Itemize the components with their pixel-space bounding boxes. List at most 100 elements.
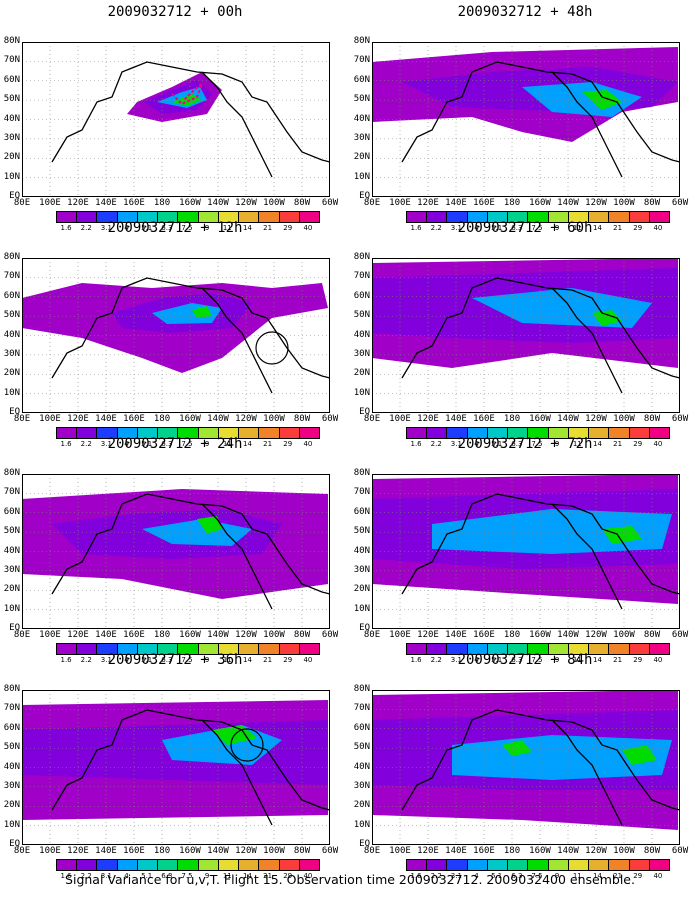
colorbar-swatch (568, 644, 590, 654)
x-tick-label: 100E (39, 198, 61, 208)
colorbar-swatch (97, 212, 118, 222)
coastline (401, 61, 680, 163)
colorbar-swatch (528, 212, 549, 222)
coastline (551, 719, 623, 826)
x-tick-label: 140W (557, 846, 579, 856)
y-tick-label: 50N (3, 94, 20, 105)
colorbar-swatch (467, 212, 488, 222)
colorbar-swatch (77, 860, 98, 870)
x-tick-label: 100E (39, 630, 61, 640)
y-tick-label: 50N (353, 310, 370, 321)
x-tick-label: 100E (389, 846, 411, 856)
colorbar-label: 4 (124, 224, 129, 232)
colorbar-label: 9 (204, 872, 210, 880)
x-tick-label: 140E (445, 630, 467, 640)
colorbar-swatch (508, 860, 529, 870)
colorbar-label: 3.1 (100, 872, 112, 880)
target-circle (255, 331, 289, 365)
y-tick-label: EQ (359, 407, 370, 417)
colorbar-swatch (158, 428, 179, 438)
x-tick-label: 60W (671, 846, 689, 856)
colorbar-swatch (609, 212, 630, 222)
coastline (551, 503, 623, 610)
colorbar-swatch (548, 212, 569, 222)
x-tick-label: 120W (585, 630, 607, 640)
x-tick-label: 140E (95, 846, 117, 856)
variance-region (192, 306, 212, 318)
x-tick-label: 140E (445, 846, 467, 856)
y-tick-label: 10N (353, 603, 370, 614)
y-tick-label: 40N (353, 761, 370, 772)
colorbar (56, 427, 320, 439)
variance-region (142, 519, 252, 546)
colorbar-swatch (629, 644, 650, 654)
colorbar-swatch (589, 860, 610, 870)
x-tick-label: 160E (123, 630, 145, 640)
colorbar-swatch (117, 428, 138, 438)
colorbar-label: 9 (204, 656, 210, 664)
colorbar-label: 9 (554, 656, 560, 664)
x-tick-label: 80E (363, 198, 381, 208)
x-tick-label: 140W (557, 198, 579, 208)
panel-title: 2009032712 + 24h (107, 436, 243, 452)
map-frame (372, 42, 680, 197)
colorbar-swatch (589, 644, 610, 654)
colorbar-swatch (137, 644, 159, 654)
y-tick-label: EQ (9, 407, 20, 417)
colorbar-label: 1.6 (60, 872, 72, 880)
y-tick-label: 30N (3, 132, 20, 143)
x-tick-label: 80W (643, 630, 661, 640)
colorbar-swatch (427, 644, 448, 654)
colorbar-swatch (487, 644, 509, 654)
colorbar-label: 14 (592, 656, 602, 664)
y-tick-label: 60N (353, 506, 370, 517)
map-84h (372, 690, 680, 845)
y-tick-label: 80N (353, 684, 370, 694)
colorbar-swatch (97, 860, 118, 870)
colorbar-label: 5.1 (141, 656, 153, 664)
colorbar-swatch (589, 212, 610, 222)
colorbar-label: 29 (283, 224, 293, 232)
coastline (201, 287, 273, 394)
x-tick-label: 100W (263, 414, 285, 424)
x-tick-label: 140E (95, 198, 117, 208)
x-tick-label: 140W (207, 198, 229, 208)
colorbar-swatch (447, 860, 468, 870)
colorbar-swatch (259, 428, 280, 438)
colorbar-swatch (178, 212, 199, 222)
colorbar-label: 11 (222, 224, 232, 232)
colorbar-swatch (57, 644, 78, 654)
colorbar-label: 3.1 (100, 440, 112, 448)
colorbar-swatch (97, 428, 118, 438)
map-72h (372, 474, 680, 629)
y-tick-label: EQ (9, 839, 20, 849)
x-tick-label: 80W (293, 414, 311, 424)
colorbar-swatch (508, 212, 529, 222)
colorbar (406, 211, 670, 223)
y-tick-label: 60N (353, 74, 370, 85)
x-tick-label: 100W (263, 630, 285, 640)
colorbar-label: 2.2 (430, 224, 442, 232)
colorbar (56, 859, 320, 871)
y-tick-label: 50N (3, 310, 20, 321)
x-tick-label: 100W (263, 846, 285, 856)
colorbar-label: 3.1 (450, 440, 462, 448)
colorbar-label: 14 (242, 656, 252, 664)
colorbar-label: 7.5 (181, 656, 193, 664)
colorbar-label: 9 (554, 872, 560, 880)
x-tick-label: 120W (585, 846, 607, 856)
y-tick-label: 30N (3, 564, 20, 575)
colorbar-swatch (609, 428, 630, 438)
colorbar-swatch (97, 644, 118, 654)
x-tick-label: 140W (557, 414, 579, 424)
colorbar-label: 2.2 (430, 656, 442, 664)
x-tick-label: 120E (417, 630, 439, 640)
colorbar-swatch (568, 860, 590, 870)
colorbar (406, 859, 670, 871)
y-tick-label: 30N (353, 780, 370, 791)
colorbar-label: 21 (613, 656, 623, 664)
x-tick-label: 160E (473, 414, 495, 424)
colorbar-swatch (629, 212, 650, 222)
colorbar-swatch (528, 860, 549, 870)
panel-title: 2009032712 + 72h (457, 436, 593, 452)
